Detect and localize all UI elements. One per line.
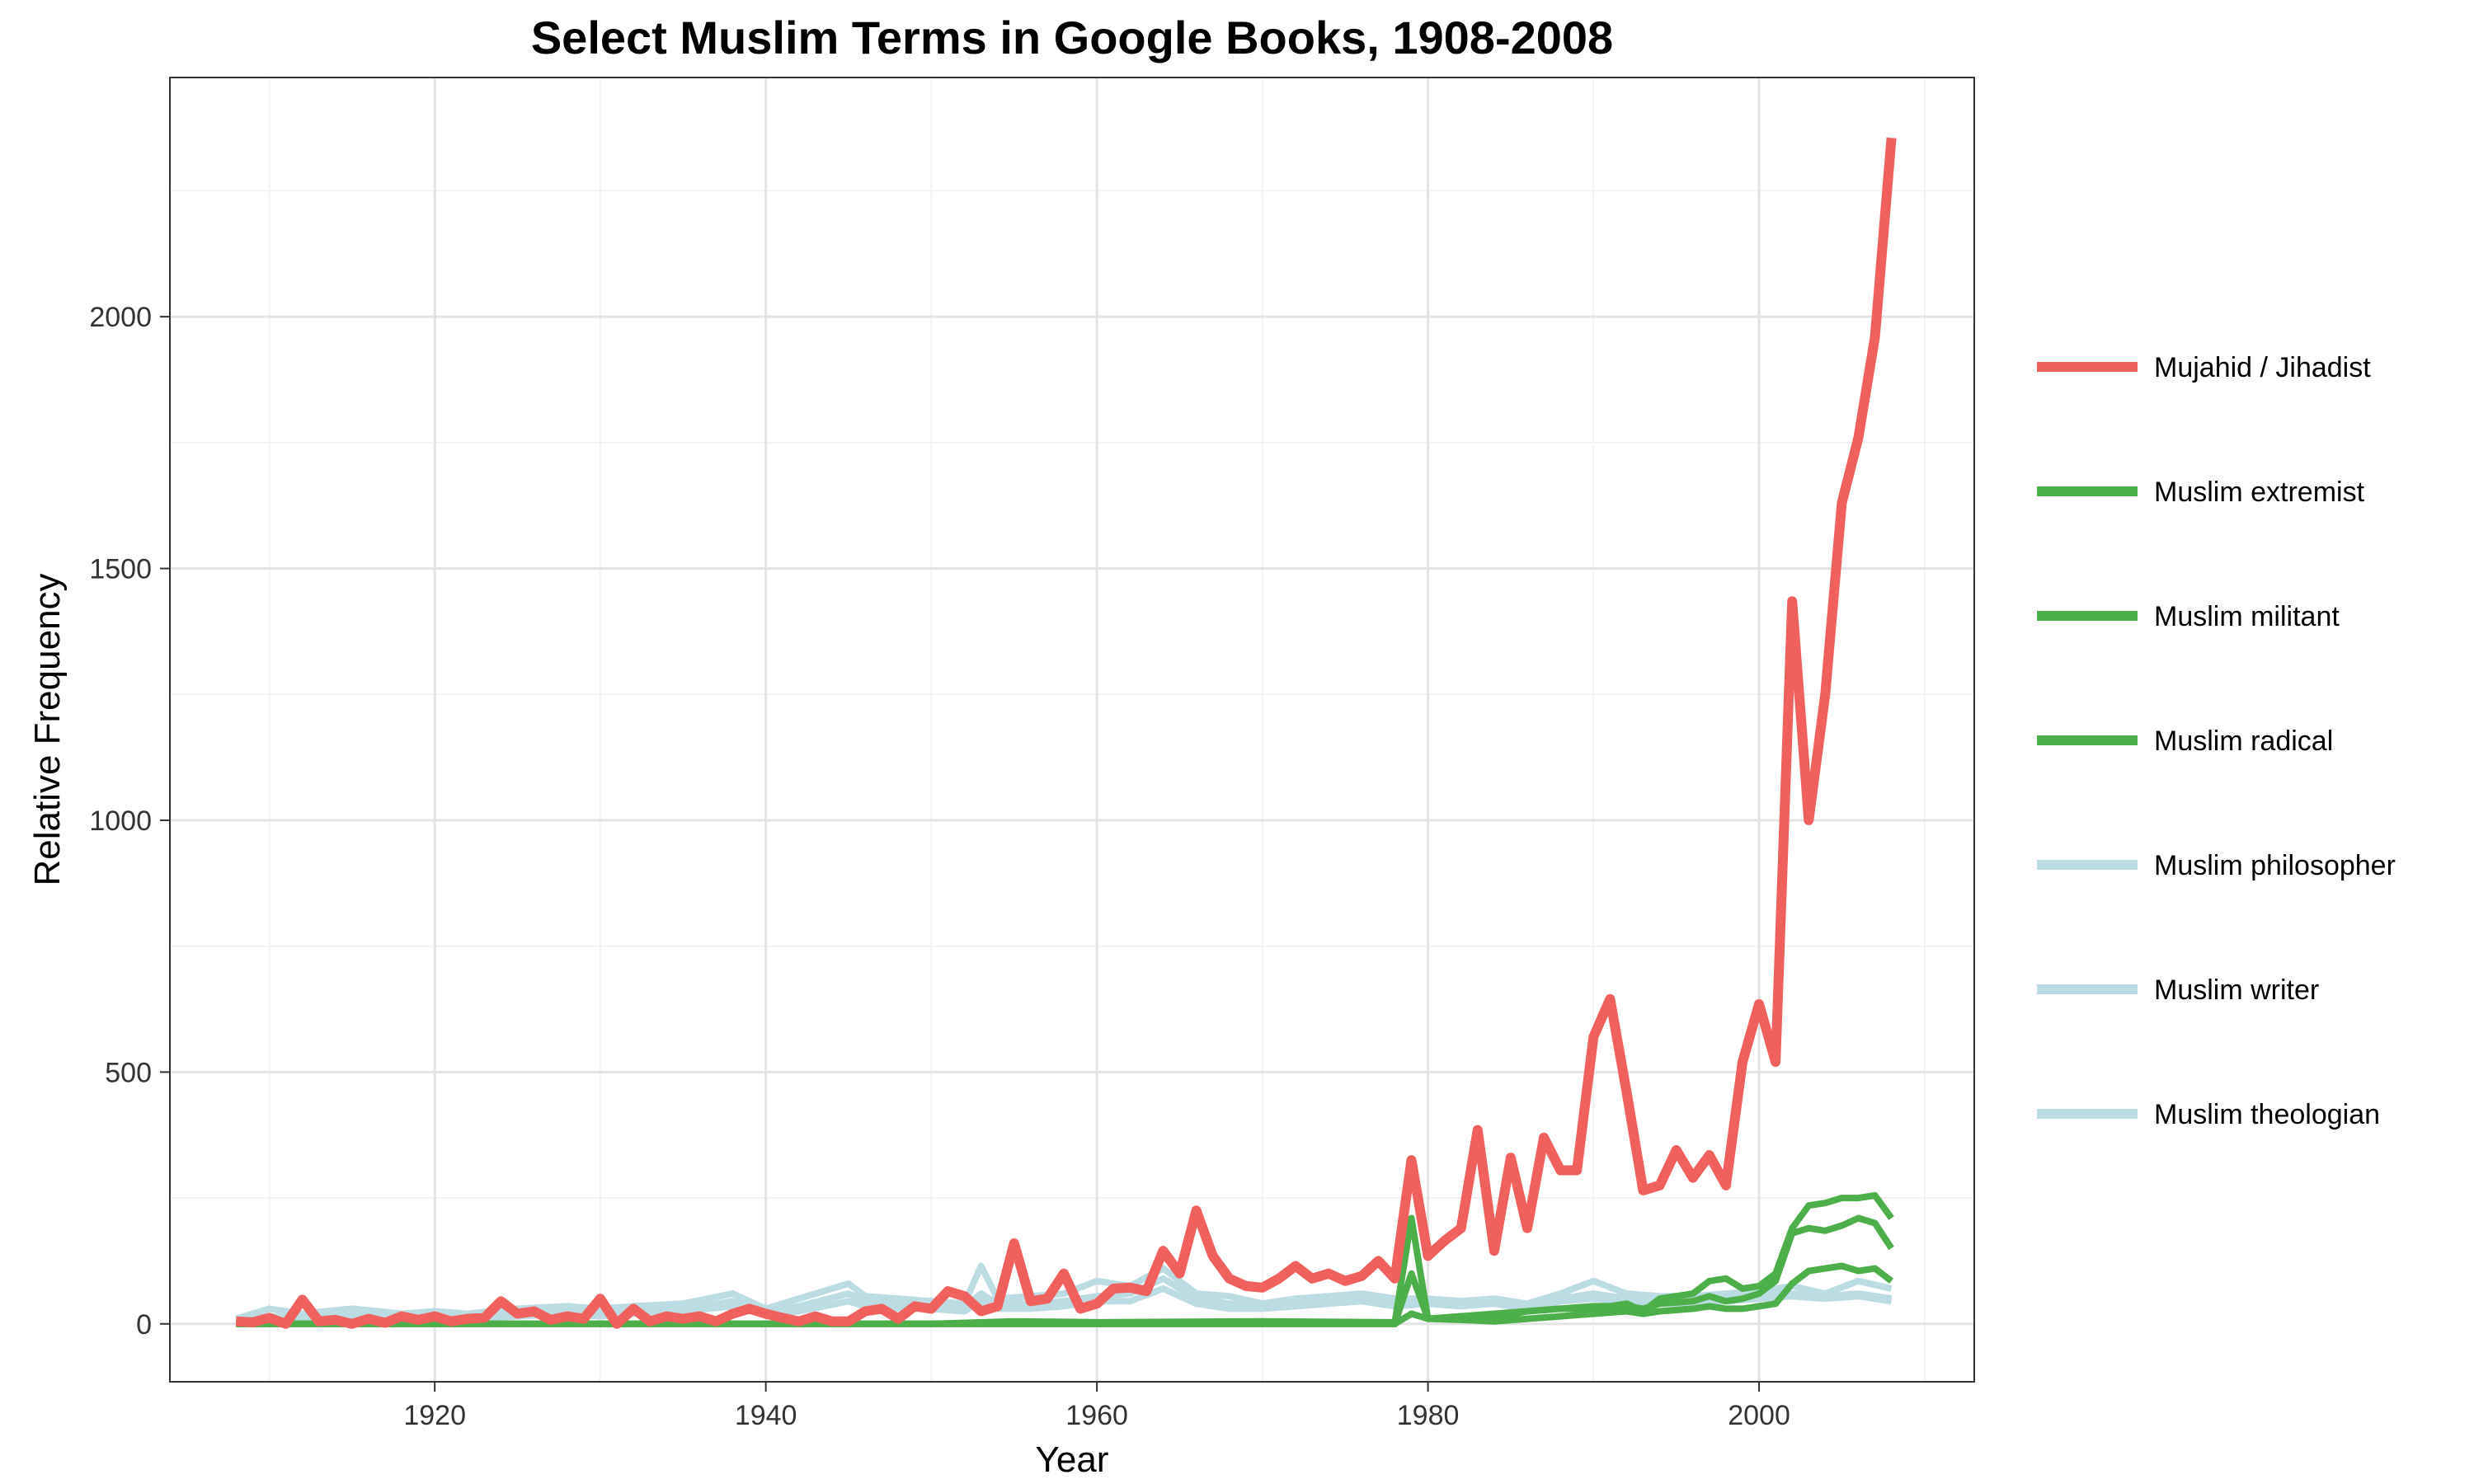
- legend: Mujahid / Jihadist Muslim extremist Muslim…: [2037, 352, 2396, 1130]
- legend-label-muslim-theologian: Muslim theologian: [2154, 1099, 2380, 1130]
- y-tick-label: 1500: [89, 554, 152, 585]
- legend-label-muslim-writer: Muslim writer: [2154, 974, 2319, 1006]
- x-tick-label: 1980: [1397, 1400, 1460, 1431]
- plot-panel-border: [169, 77, 1975, 1383]
- major-gridlines: [170, 77, 1974, 1382]
- legend-label-mujahid-jihadist: Mujahid / Jihadist: [2154, 352, 2371, 383]
- x-tick-label: 1960: [1065, 1400, 1128, 1431]
- x-tick-label: 1920: [403, 1400, 466, 1431]
- x-tick-label: 1940: [735, 1400, 797, 1431]
- y-axis-ticks: 0 500 1000 1500 2000: [89, 302, 170, 1341]
- minor-gridlines: [170, 77, 1974, 1382]
- x-tick-label: 2000: [1728, 1400, 1790, 1431]
- y-axis-label: Relative Frequency: [27, 573, 68, 885]
- series-line-muslim-radical: [236, 1262, 1894, 1327]
- legend-label-muslim-militant: Muslim militant: [2154, 601, 2340, 632]
- y-tick-label: 2000: [89, 302, 152, 333]
- y-tick-label: 1000: [89, 805, 152, 837]
- y-tick-label: 0: [136, 1309, 152, 1341]
- series-lines: [235, 137, 1897, 1329]
- legend-label-muslim-extremist: Muslim extremist: [2154, 477, 2365, 508]
- y-tick-label: 500: [105, 1057, 152, 1088]
- series-line-muslim-philosopher: [235, 1262, 1893, 1322]
- chart-title: Select Muslim Terms in Google Books, 190…: [531, 12, 1613, 63]
- legend-label-muslim-radical: Muslim radical: [2154, 726, 2333, 757]
- x-axis-label: Year: [1036, 1439, 1109, 1480]
- x-axis-ticks: 1920 1940 1960 1980 2000: [403, 1382, 1790, 1431]
- series-line-mujahid-jihadist: [235, 137, 1897, 1329]
- legend-label-muslim-philosopher: Muslim philosopher: [2154, 850, 2396, 881]
